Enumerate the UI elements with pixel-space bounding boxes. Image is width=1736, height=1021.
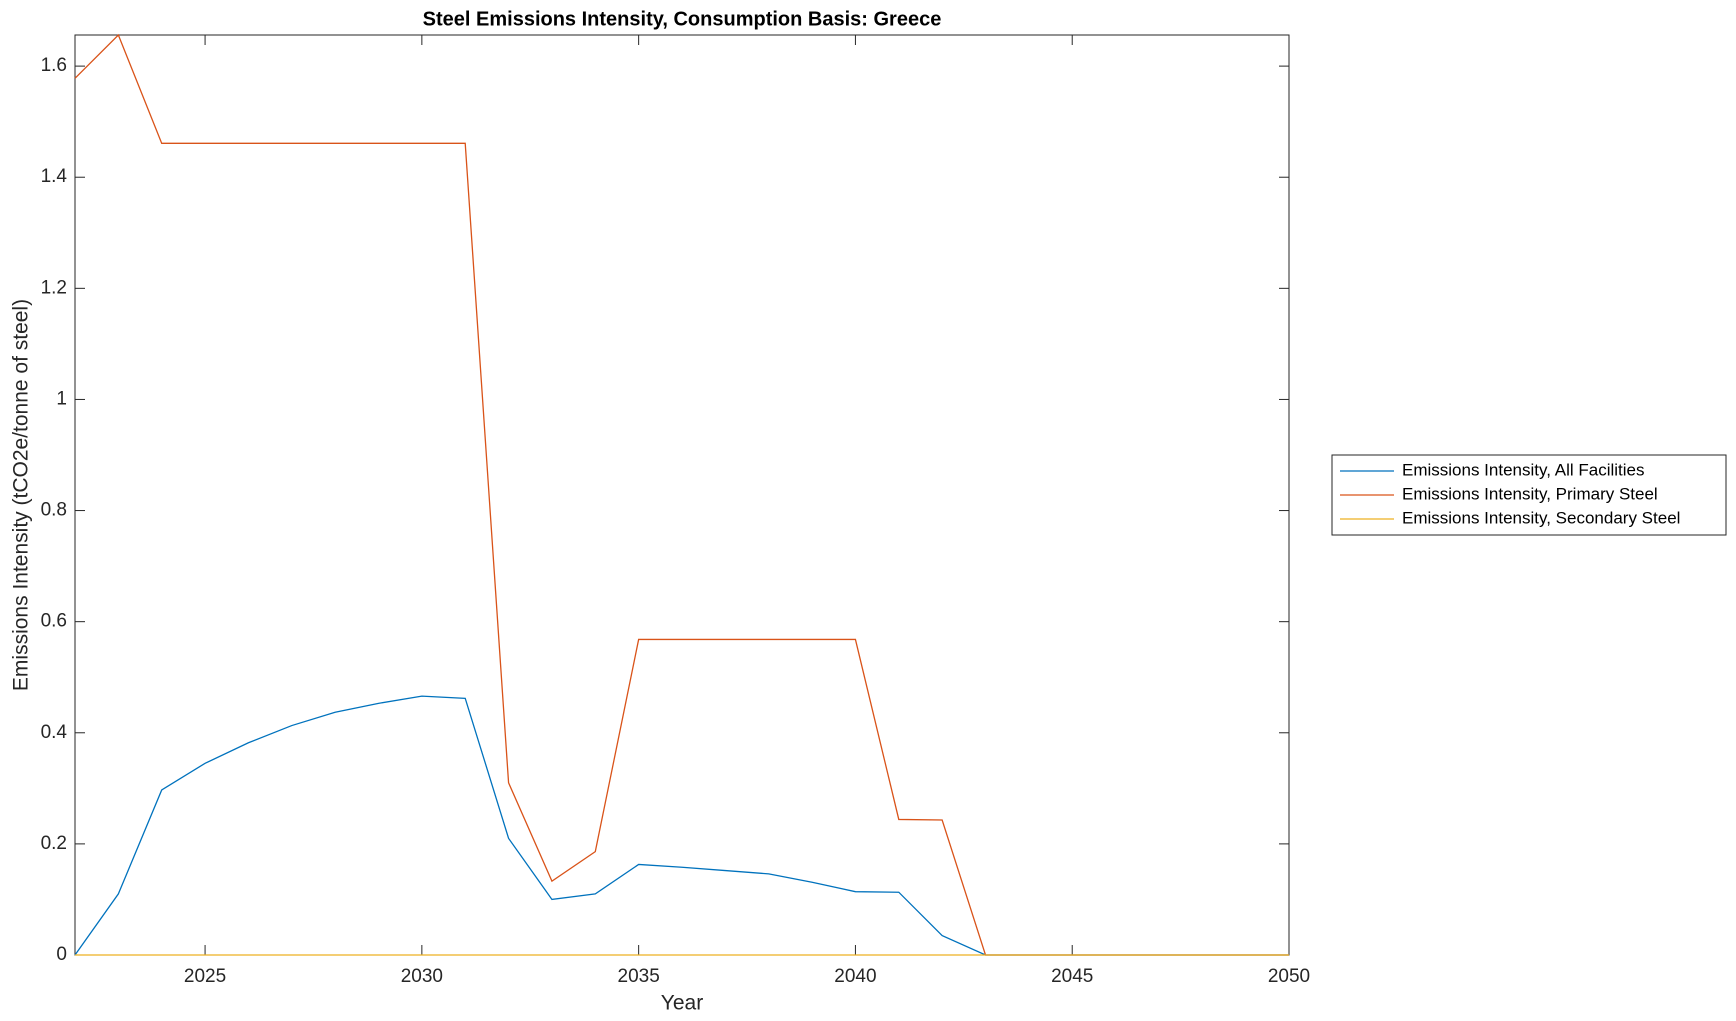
legend-label: Emissions Intensity, Primary Steel xyxy=(1402,484,1658,503)
x-tick-label: 2030 xyxy=(401,966,443,987)
legend-label: Emissions Intensity, All Facilities xyxy=(1402,460,1644,479)
y-axis-label: Emissions Intensity (tCO2e/tonne of stee… xyxy=(10,299,33,691)
y-tick-label: 0.2 xyxy=(41,833,67,854)
x-tick-label: 2050 xyxy=(1268,966,1310,987)
plot-area xyxy=(74,34,1290,956)
chart-title: Steel Emissions Intensity, Consumption B… xyxy=(423,8,942,30)
x-tick-label: 2025 xyxy=(184,966,226,987)
y-tick-label: 1.2 xyxy=(41,277,67,298)
legend-box xyxy=(1331,454,1727,536)
y-tick-label: 0 xyxy=(56,944,67,965)
legend-label: Emissions Intensity, Secondary Steel xyxy=(1402,508,1680,527)
y-tick-label: 0.6 xyxy=(41,611,67,632)
x-tick-label: 2040 xyxy=(834,966,876,987)
y-tick-label: 1.4 xyxy=(41,166,68,187)
y-tick-label: 0.8 xyxy=(41,500,67,521)
y-tick-label: 0.4 xyxy=(41,722,68,743)
y-tick-label: 1.6 xyxy=(41,55,67,76)
x-tick-label: 2035 xyxy=(618,966,660,987)
x-axis-label: Year xyxy=(661,992,703,1015)
y-tick-label: 1 xyxy=(56,388,67,409)
x-tick-label: 2045 xyxy=(1051,966,1093,987)
